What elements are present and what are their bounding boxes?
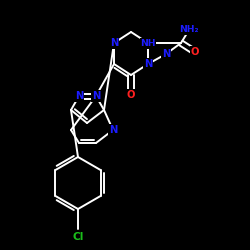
Text: N: N <box>92 91 100 101</box>
Text: N: N <box>162 49 170 59</box>
Text: N: N <box>110 38 118 48</box>
Text: N: N <box>144 38 152 48</box>
Text: N: N <box>109 125 117 135</box>
Text: N: N <box>75 91 83 101</box>
Text: NH₂: NH₂ <box>179 26 199 35</box>
Text: N: N <box>144 59 152 69</box>
Text: O: O <box>191 47 199 57</box>
Text: Cl: Cl <box>72 232 84 242</box>
Text: O: O <box>127 90 135 100</box>
Text: NH: NH <box>140 38 156 48</box>
